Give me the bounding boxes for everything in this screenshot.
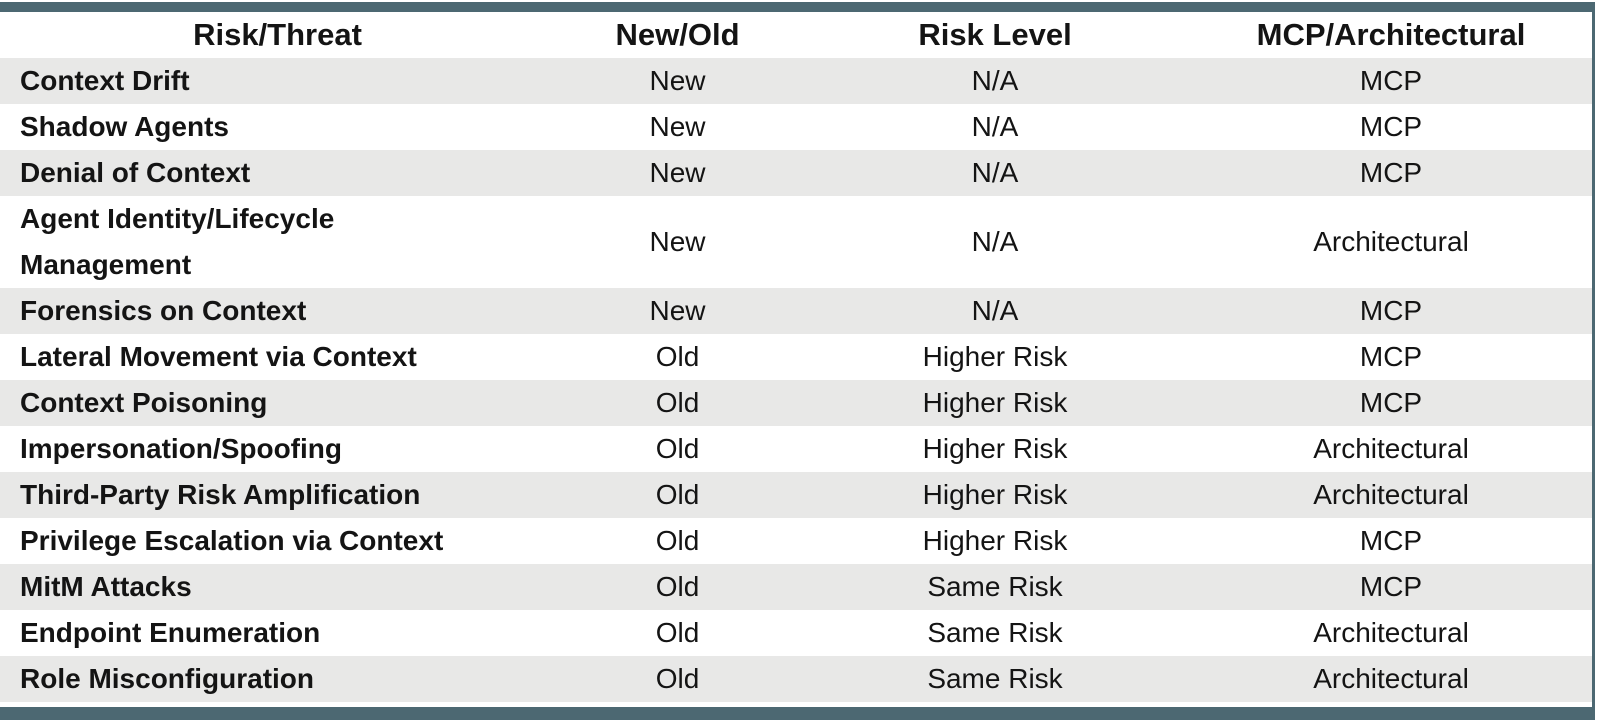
cell-risk-threat: Lateral Movement via Context [20, 341, 417, 372]
cell-new-old: Old [655, 663, 700, 694]
table-row: MitM Attacks Old Same Risk MCP [0, 564, 1592, 610]
cell-new-old: Old [655, 617, 700, 648]
cell-risk-threat: Privilege Escalation via Context [20, 525, 444, 556]
cell-risk-threat: Denial of Context [20, 157, 251, 188]
cell-risk-threat: Agent Identity/Lifecycle Management [20, 203, 335, 280]
table-header-row: Risk/Threat New/Old Risk Level MCP/Archi… [0, 12, 1592, 58]
cell-risk-level: Same Risk [927, 663, 1063, 694]
cell-mcp-architectural: Architectural [1313, 617, 1469, 648]
cell-new-old: New [649, 226, 706, 257]
table-row: Shadow Agents New N/A MCP [0, 104, 1592, 150]
cell-mcp-architectural: Architectural [1313, 663, 1469, 694]
header-risk-level: Risk Level [918, 17, 1072, 52]
cell-mcp-architectural: MCP [1359, 111, 1423, 142]
cell-risk-threat: Third-Party Risk Amplification [20, 479, 421, 510]
cell-risk-level: N/A [971, 295, 1019, 326]
cell-mcp-architectural: Architectural [1313, 226, 1469, 257]
table-row: Forensics on Context New N/A MCP [0, 288, 1592, 334]
cell-risk-level: Higher Risk [922, 433, 1068, 464]
cell-new-old: Old [655, 341, 700, 372]
cell-mcp-architectural: MCP [1359, 295, 1423, 326]
cell-mcp-architectural: Architectural [1313, 433, 1469, 464]
cell-risk-level: Same Risk [927, 617, 1063, 648]
table-row: Context Poisoning Old Higher Risk MCP [0, 380, 1592, 426]
cell-mcp-architectural: Architectural [1313, 479, 1469, 510]
cell-risk-level: N/A [971, 226, 1019, 257]
cell-mcp-architectural: MCP [1359, 387, 1423, 418]
table-row: Impersonation/Spoofing Old Higher Risk Arch… [0, 426, 1592, 472]
cell-mcp-architectural: MCP [1359, 571, 1423, 602]
cell-new-old: Old [655, 433, 700, 464]
cell-new-old: Old [655, 525, 700, 556]
cell-risk-level: N/A [971, 157, 1019, 188]
table-row: Third-Party Risk Amplification Old Higher … [0, 472, 1592, 518]
cell-risk-level: Higher Risk [922, 525, 1068, 556]
cell-risk-threat: Shadow Agents [20, 111, 229, 142]
cell-new-old: New [649, 295, 706, 326]
cell-risk-level: Higher Risk [922, 479, 1068, 510]
table-row: Role Misconfiguration Old Same Risk Archite… [0, 656, 1592, 702]
header-mcp-architectural: MCP/Architectural [1256, 17, 1526, 52]
cell-risk-level: Higher Risk [922, 387, 1068, 418]
header-new-old: New/Old [615, 17, 740, 52]
table-row: Endpoint Enumeration Old Same Risk Architec… [0, 610, 1592, 656]
cell-mcp-architectural: MCP [1359, 157, 1423, 188]
cell-risk-threat: Endpoint Enumeration [20, 617, 321, 648]
cell-risk-threat: Forensics on Context [20, 295, 307, 326]
cell-new-old: Old [655, 479, 700, 510]
cell-new-old: Old [655, 571, 700, 602]
cell-risk-threat: Context Poisoning [20, 387, 268, 418]
cell-new-old: New [649, 65, 706, 96]
table-row: Context Drift New N/A MCP [0, 58, 1592, 104]
cell-risk-threat: Context Drift [20, 65, 190, 96]
cell-mcp-architectural: MCP [1359, 341, 1423, 372]
cell-new-old: New [649, 157, 706, 188]
cell-risk-level: N/A [971, 65, 1019, 96]
table-body: Context Drift New N/A MCP Shadow Agents New N/… [0, 58, 1592, 702]
table-row: Agent Identity/Lifecycle Management New N/… [0, 196, 1592, 288]
table-row: Lateral Movement via Context Old Higher Ri… [0, 334, 1592, 380]
cell-new-old: New [649, 111, 706, 142]
cell-risk-level: Higher Risk [922, 341, 1068, 372]
cell-new-old: Old [655, 387, 700, 418]
cell-risk-threat: Impersonation/Spoofing [20, 433, 342, 464]
cell-risk-threat: Role Misconfiguration [20, 663, 314, 694]
cell-risk-level: Same Risk [927, 571, 1063, 602]
cell-mcp-architectural: MCP [1359, 525, 1423, 556]
cell-risk-level: N/A [971, 111, 1019, 142]
cell-risk-threat: MitM Attacks [20, 571, 192, 602]
header-risk-threat: Risk/Threat [193, 17, 362, 52]
table-row: Privilege Escalation via Context Old Highe… [0, 518, 1592, 564]
table-row: Denial of Context New N/A MCP [0, 150, 1592, 196]
cell-mcp-architectural: MCP [1359, 65, 1423, 96]
